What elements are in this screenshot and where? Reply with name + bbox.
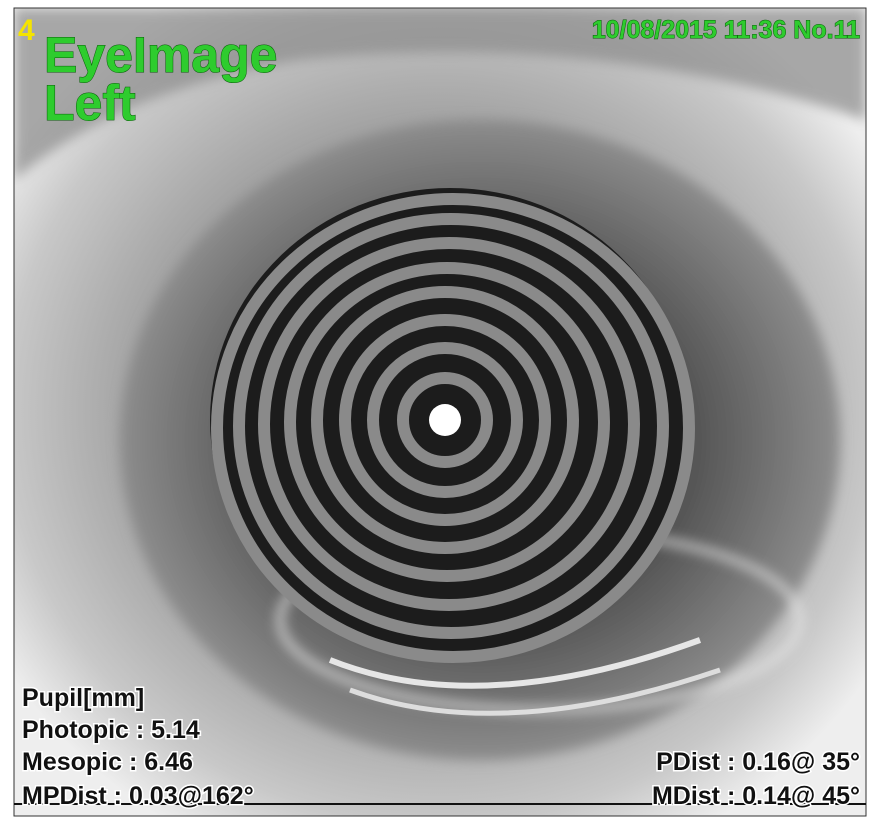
distance: MDist : 0.14@ 45° [652,782,860,810]
pupil-heading: Pupil[mm] [22,684,144,712]
pupil-row: Mesopic : 6.46 [22,748,193,776]
timestamp: 10/08/2015 11:36 No.11 [592,16,860,44]
distance: PDist : 0.16@ 35° [656,748,860,776]
eye-side: Left [44,75,136,131]
pupil-row: MPDist : 0.03@162° [22,782,254,810]
pupil-row: Photopic : 5.14 [22,716,200,744]
frame [13,7,867,817]
view-index: 4 [18,14,35,47]
eye-photo [14,8,866,816]
view-title: EyeImage [44,27,277,83]
